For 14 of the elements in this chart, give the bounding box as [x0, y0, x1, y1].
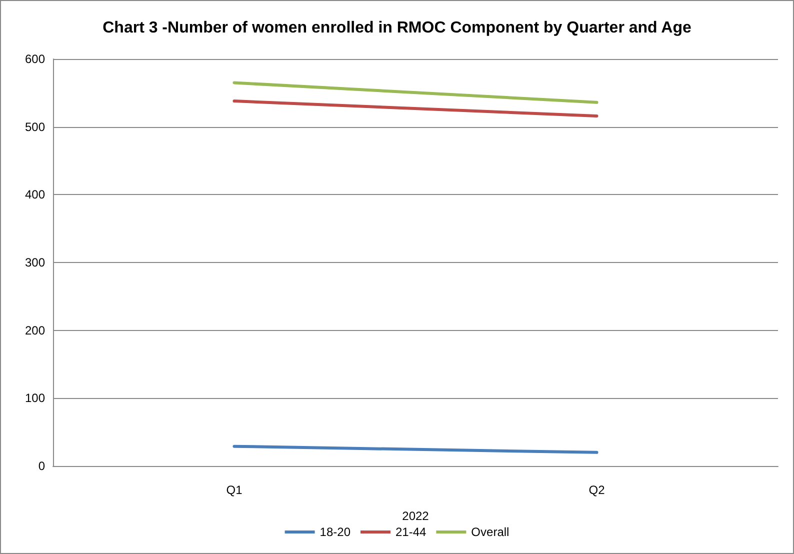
y-tick-label: 100 [24, 391, 46, 406]
legend-label: 18-20 [320, 525, 351, 539]
y-tick-label: 500 [24, 120, 46, 134]
x-tick-label: Q1 [226, 483, 243, 497]
y-tick-label: 200 [24, 323, 46, 338]
chart-title: Chart 3 -Number of women enrolled in RMOC Component by Quarter and Age [102, 20, 692, 36]
y-tick-label: 0 [38, 459, 46, 473]
y-tick-label: 600 [24, 52, 46, 66]
legend-label: Overall [471, 525, 510, 539]
legend-label: 21-44 [395, 525, 427, 539]
x-tick-label: Q2 [588, 483, 606, 497]
y-tick-label: 300 [24, 256, 46, 270]
x-axis-title: 2022 [402, 509, 430, 523]
y-tick-label: 400 [24, 188, 46, 202]
